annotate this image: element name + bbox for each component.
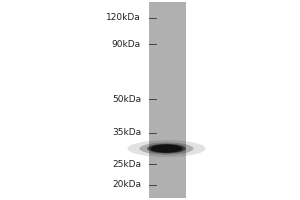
Text: 120kDa: 120kDa — [106, 13, 141, 22]
Text: 25kDa: 25kDa — [112, 160, 141, 169]
Ellipse shape — [140, 142, 194, 155]
Ellipse shape — [147, 144, 186, 153]
Text: 20kDa: 20kDa — [112, 180, 141, 189]
Ellipse shape — [150, 144, 183, 153]
Text: 90kDa: 90kDa — [112, 40, 141, 49]
Ellipse shape — [152, 145, 182, 152]
Text: 35kDa: 35kDa — [112, 128, 141, 137]
Bar — [148, 2, 186, 198]
Ellipse shape — [128, 140, 206, 157]
Text: 50kDa: 50kDa — [112, 95, 141, 104]
